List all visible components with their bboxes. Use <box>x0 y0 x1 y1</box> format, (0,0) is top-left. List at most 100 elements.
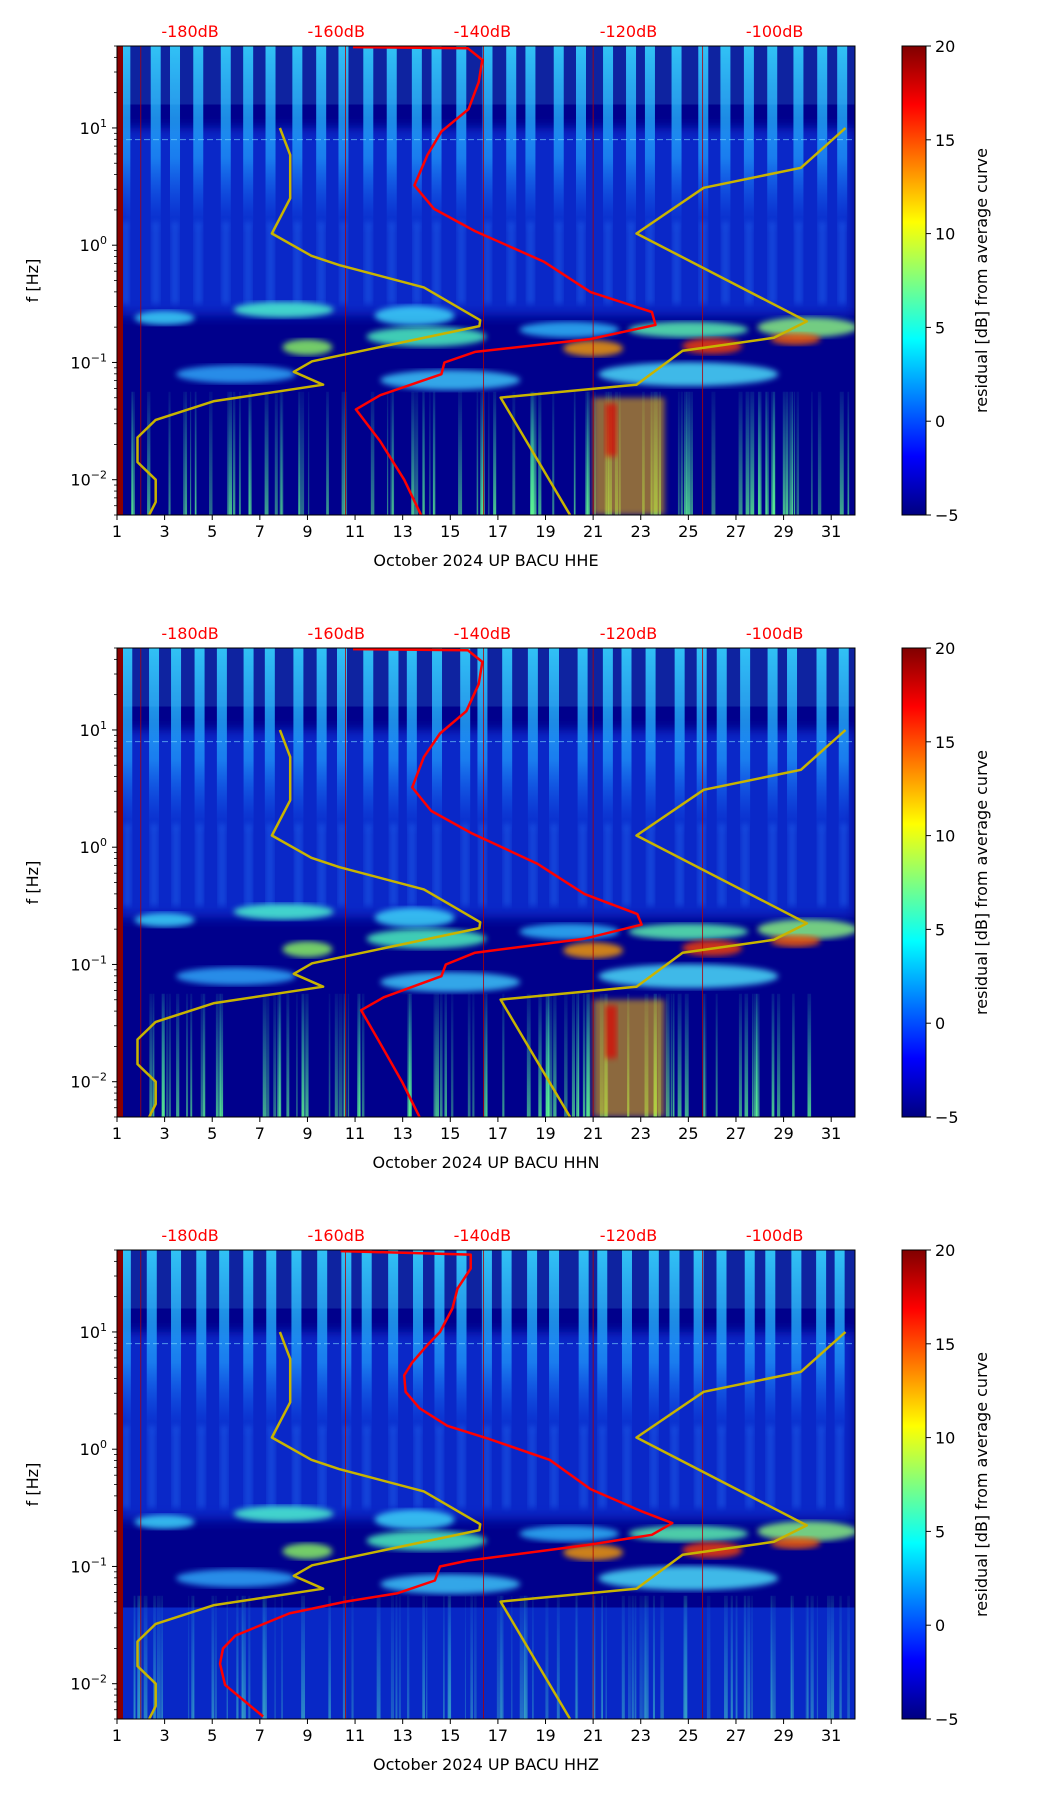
heatmap-blob <box>628 923 749 940</box>
heatmap-spike <box>771 993 775 1117</box>
heatmap-daily-streak <box>526 221 535 304</box>
heatmap-daily-streak <box>244 221 253 304</box>
heatmap-spike <box>480 391 485 515</box>
x-tick-label: 21 <box>583 522 603 541</box>
heatmap-spike <box>847 391 850 515</box>
heatmap-spike <box>839 391 844 515</box>
heatmap-event-peak <box>605 403 617 457</box>
heatmap-spike <box>670 993 673 1117</box>
heatmap-spike <box>432 391 435 515</box>
heatmap-gap <box>117 46 123 515</box>
heatmap-speckle <box>117 648 855 707</box>
heatmap-spike <box>296 993 298 1117</box>
heatmap-spike <box>274 391 278 515</box>
heatmap-gap <box>117 648 123 1117</box>
top-db-label: -100dB <box>746 22 803 41</box>
heatmap-spike <box>502 993 505 1117</box>
heatmap-daily-stripe <box>525 46 536 234</box>
heatmap-daily-stripe <box>388 648 399 836</box>
heatmap-spike <box>811 391 813 515</box>
heatmap-daily-streak <box>364 221 373 304</box>
heatmap-daily-streak <box>482 1425 491 1508</box>
heatmap-daily-stripe <box>146 1250 157 1438</box>
heatmap-event-block <box>593 999 665 1117</box>
heatmap-daily-streak <box>121 221 130 304</box>
heatmap-spike <box>286 993 290 1117</box>
x-tick-label: 19 <box>535 1726 555 1745</box>
x-tick-label: 13 <box>392 522 412 541</box>
heatmap-spike <box>264 391 269 515</box>
heatmap-daily-stripe <box>577 648 588 836</box>
x-tick-label: 21 <box>583 1124 603 1143</box>
x-tick-label: 5 <box>207 522 217 541</box>
heatmap-daily-streak <box>672 221 681 304</box>
heatmap-blob <box>757 1521 855 1542</box>
x-tick-label: 5 <box>207 1124 217 1143</box>
x-tick-label: 23 <box>631 1726 651 1745</box>
heatmap-daily-streak <box>598 1425 607 1508</box>
top-db-label: -120dB <box>600 624 657 643</box>
heatmap-daily-streak <box>364 823 373 906</box>
x-tick-label: 1 <box>112 1124 122 1143</box>
heatmap-spike <box>341 391 346 515</box>
heatmap-daily-streak <box>457 221 466 304</box>
heatmap-daily-streak <box>151 221 160 304</box>
heatmap-spike <box>445 993 447 1117</box>
heatmap-daily-streak <box>550 823 559 906</box>
heatmap-spike <box>488 391 490 515</box>
heatmap-spike <box>444 993 447 1117</box>
heatmap-spike <box>357 993 360 1117</box>
heatmap-spike <box>338 993 343 1117</box>
heatmap-spike <box>185 391 188 515</box>
x-tick-label: 31 <box>821 1726 841 1745</box>
top-db-label: -140dB <box>454 22 511 41</box>
top-db-label: -120dB <box>600 22 657 41</box>
top-db-label: -180dB <box>161 624 218 643</box>
top-db-label: -180dB <box>161 1226 218 1245</box>
heatmap-spike <box>415 391 419 515</box>
heatmap-daily-streak <box>697 823 706 906</box>
heatmap-spike <box>168 993 170 1117</box>
heatmap-spike <box>794 391 796 515</box>
heatmap-spike <box>512 391 516 515</box>
x-tick-label: 15 <box>440 522 460 541</box>
x-tick-label: 27 <box>726 1726 746 1745</box>
heatmap-daily-streak <box>721 221 730 304</box>
heatmap-blob <box>598 362 779 387</box>
heatmap-spike <box>573 391 576 515</box>
heatmap-spike <box>300 391 305 515</box>
heatmap-daily-streak <box>414 1425 423 1508</box>
heatmap-spike <box>577 993 580 1117</box>
x-tick-label: 7 <box>255 522 265 541</box>
heatmap-spike <box>458 391 463 515</box>
y-tick-label: 100 <box>80 1438 107 1459</box>
x-tick-label: 27 <box>726 522 746 541</box>
colorbar-tick-label: 5 <box>935 318 945 337</box>
y-axis-label: f [Hz] <box>23 1463 42 1507</box>
heatmap-spike <box>347 993 350 1117</box>
heatmap-spike <box>407 993 410 1117</box>
y-tick-label: 10−2 <box>70 1673 107 1694</box>
x-tick-label: 7 <box>255 1726 265 1745</box>
average-psd-curve <box>352 46 657 515</box>
heatmap-daily-stripe <box>434 1250 445 1438</box>
heatmap-daily-streak <box>603 823 612 906</box>
x-tick-label: 9 <box>302 1124 312 1143</box>
x-tick-label: 21 <box>583 1726 603 1745</box>
heatmap-spike <box>680 391 683 515</box>
nhnm-curve <box>499 729 847 1117</box>
heatmap <box>117 46 855 515</box>
heatmap-spike <box>219 993 221 1117</box>
heatmap-daily-streak <box>627 221 636 304</box>
y-tick-label: 101 <box>80 117 107 138</box>
heatmap-spike <box>262 993 267 1117</box>
heatmap-blob <box>757 919 855 940</box>
heatmap-daily-stripe <box>460 648 471 836</box>
heatmap-spike <box>176 993 180 1117</box>
heatmap-spike <box>476 391 479 515</box>
heatmap-spike <box>677 993 682 1117</box>
heatmap-spike <box>343 993 346 1117</box>
heatmap-daily-streak <box>432 221 441 304</box>
x-axis-label: October 2024 UP BACU HHE <box>373 551 598 570</box>
panel-hhn: 1 3 5 7 9 11 13 15 17 19 21 23 25 27 29 3110−210−110010… <box>23 624 991 1172</box>
